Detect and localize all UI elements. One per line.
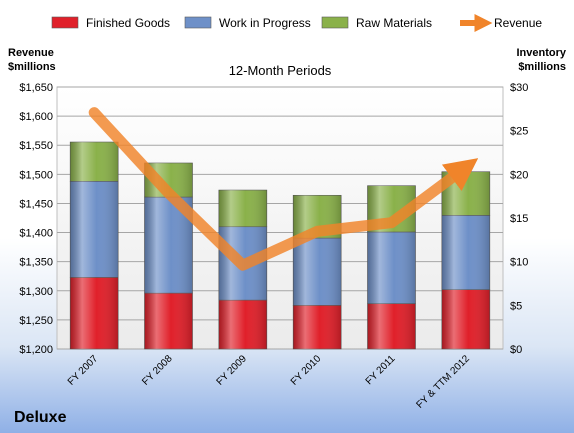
right-tick-label: $0: [510, 344, 522, 356]
right-tick-label: $20: [510, 169, 528, 181]
chart-title: 12-Month Periods: [229, 63, 332, 78]
category-label: FY 2010: [289, 353, 324, 388]
bar-shade: [441, 289, 490, 349]
bar-shade: [70, 142, 119, 182]
left-tick-label: $1,250: [19, 315, 53, 327]
legend-swatch: [51, 16, 79, 29]
left-tick-label: $1,600: [19, 111, 53, 123]
left-tick-label: $1,650: [19, 82, 53, 94]
bar-shade: [293, 305, 342, 349]
left-tick-label: $1,350: [19, 257, 53, 269]
bar-shade: [70, 277, 119, 349]
left-axis-title: Revenue $millions: [8, 47, 56, 73]
right-axis-title: Inventory $millions: [516, 47, 566, 73]
left-tick-label: $1,300: [19, 286, 53, 298]
plot-area: [56, 86, 504, 350]
right-tick-label: $30: [510, 82, 528, 94]
legend-label: Raw Materials: [356, 16, 432, 30]
legend-label: Work in Progress: [219, 16, 311, 30]
category-label: FY 2007: [66, 353, 101, 388]
bar-shade: [218, 190, 267, 227]
bar-shade: [441, 215, 490, 290]
bar-shade: [144, 293, 193, 349]
left-tick-label: $1,400: [19, 228, 53, 240]
category-label: FY & TTM 2012: [415, 353, 473, 411]
left-tick-label: $1,200: [19, 344, 53, 356]
legend-label: Finished Goods: [86, 16, 170, 30]
bar-shade: [367, 303, 416, 349]
right-tick-label: $10: [510, 257, 528, 269]
legend: Finished Goods Work in Progress Raw Materi…: [51, 14, 542, 32]
right-tick-label: $25: [510, 126, 528, 138]
category-label: FY 2009: [215, 353, 250, 388]
revenue-line: [88, 107, 479, 271]
right-tick-label: $15: [510, 213, 528, 225]
bar-shade: [218, 300, 267, 349]
gridlines: [57, 86, 503, 350]
bar-shade: [70, 181, 119, 278]
company-name: Deluxe: [14, 409, 67, 426]
revenue-polyline: [88, 107, 479, 271]
legend-swatch: [321, 16, 349, 29]
category-label: FY 2011: [364, 353, 398, 387]
bar-shade: [293, 238, 342, 306]
category-label: FY 2008: [140, 353, 175, 388]
left-tick-label: $1,500: [19, 169, 53, 181]
legend-swatch: [184, 16, 212, 29]
right-tick-label: $5: [510, 300, 522, 312]
left-tick-label: $1,450: [19, 198, 53, 210]
legend-label: Revenue: [494, 16, 542, 30]
bar-shade: [367, 231, 416, 304]
left-tick-label: $1,550: [19, 140, 53, 152]
